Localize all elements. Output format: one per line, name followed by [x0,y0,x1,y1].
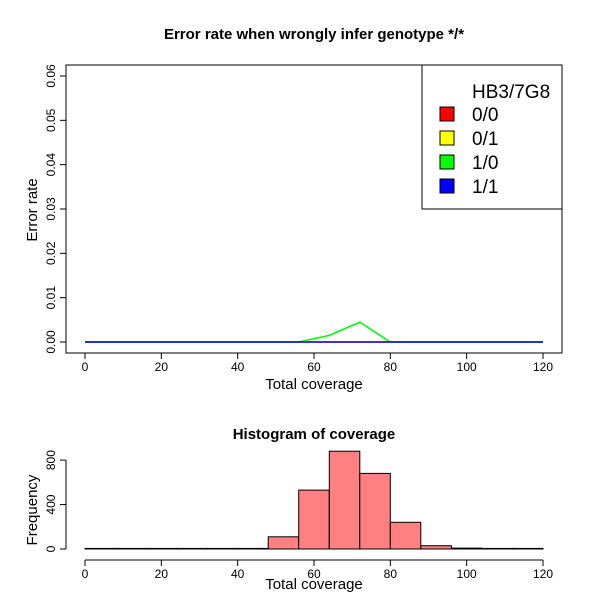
y-tick-label: 0.05 [44,108,58,132]
y-tick-label: 0.03 [44,197,58,221]
histogram-chart: Histogram of coverage 0 20 40 60 80 100 120 0 40… [24,426,553,593]
histogram-bar [145,547,178,550]
histogram-bar [298,489,330,550]
x-tick-label: 100 [457,360,477,374]
histogram-bars [84,450,544,550]
axes: 0 20 40 60 80 100 120 0.00 0.01 0.02 0.03 0.04 0.05 0… [44,64,553,374]
legend-swatch [439,130,455,146]
y-tick-label: 0.02 [44,241,58,265]
x-tick-label: 60 [307,567,321,581]
y-tick-label: 0.01 [44,286,58,310]
histogram-bar [267,536,300,550]
legend-entry-label: 0/1 [472,129,498,150]
histogram-bar [450,547,483,550]
x-tick-label: 80 [384,360,398,374]
y-tick-label: 0.04 [44,153,58,177]
x-tick-label: 20 [155,567,169,581]
y-tick-label: 0.00 [44,330,58,354]
x-tick-label: 60 [307,360,321,374]
histogram-bar [84,547,116,550]
y-tick-label: 400 [44,494,58,514]
histogram-bar [115,547,147,550]
legend-swatch [439,154,455,170]
x-tick-label: 40 [231,360,245,374]
histogram-bar [359,472,391,550]
error-rate-chart: Error rate when wrongly infer genotype *… [24,26,563,393]
x-tick-label: 0 [82,567,89,581]
x-tick-label: 20 [155,360,169,374]
histogram-bar [328,450,361,550]
legend-entry-label: 1/0 [472,153,498,174]
histogram-bar [420,545,452,550]
x-tick-label: 0 [82,360,89,374]
x-tick-label: 120 [533,360,553,374]
histogram-bar [389,521,422,550]
x-axis-label: Total coverage [265,376,363,393]
x-axis-label: Total coverage [265,576,363,593]
histogram-bar [206,547,239,550]
histogram-bar [512,547,544,550]
series-lines [85,321,543,343]
histogram-bar [176,547,208,550]
x-tick-label: 100 [457,567,477,581]
y-tick-label: 0 [44,545,58,552]
y-axis-label: Frequency [24,474,41,545]
legend-entry-label: 1/1 [472,177,498,198]
legend-entry-label: 0/0 [472,105,498,126]
axes: 0 20 40 60 80 100 120 0 400 800 [44,450,553,581]
legend-swatch [439,178,455,194]
histogram-bar [481,547,513,550]
y-axis-label: Error rate [24,178,41,241]
y-tick-label: 800 [44,450,58,470]
legend-title: HB3/7G8 [472,82,550,103]
legend: HB3/7G8 0/0 0/1 1/0 1/1 [421,64,563,210]
y-tick-label: 0.06 [44,64,58,88]
chart-title: Error rate when wrongly infer genotype *… [164,26,464,43]
chart-title: Histogram of coverage [233,426,396,443]
x-tick-label: 40 [231,567,245,581]
x-tick-label: 80 [384,567,398,581]
histogram-bar [237,547,269,550]
x-tick-label: 120 [533,567,553,581]
legend-swatch [439,106,455,122]
